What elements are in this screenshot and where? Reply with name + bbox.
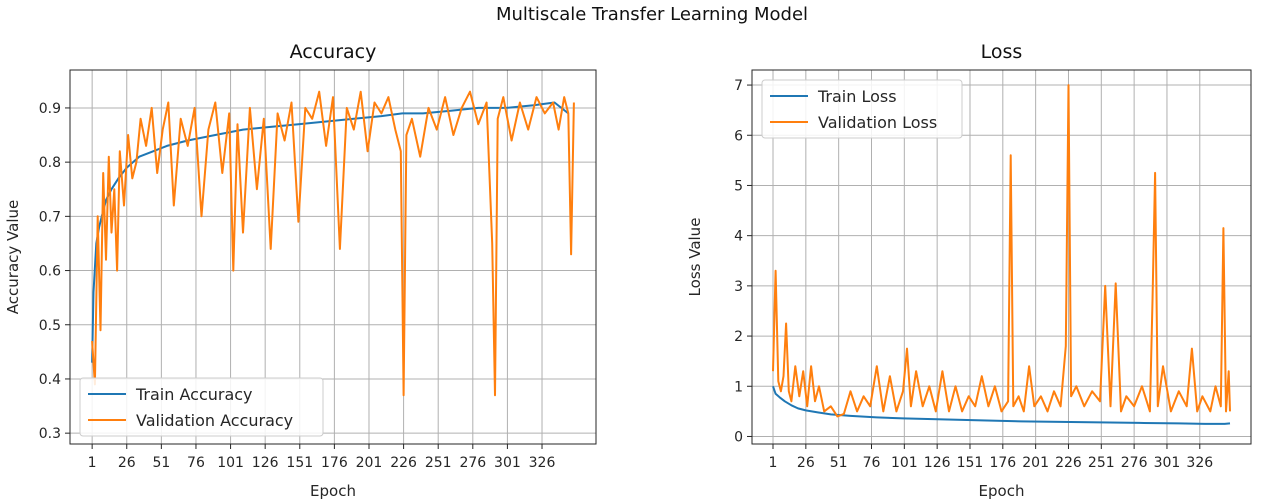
- accuracy-x-tick-label: 226: [390, 455, 417, 471]
- legend-validation-loss-label: Validation Loss: [818, 113, 937, 132]
- accuracy-x-tick-label: 51: [152, 455, 170, 471]
- loss-y-tick-label: 4: [734, 229, 743, 245]
- accuracy-x-tick-label: 101: [217, 455, 244, 471]
- loss-x-tick-label: 51: [830, 455, 848, 471]
- legend-train-loss-label: Train Loss: [817, 87, 897, 106]
- accuracy-x-tick-label: 201: [356, 455, 383, 471]
- accuracy-x-axis-label: Epoch: [310, 482, 356, 500]
- accuracy-chart-title: Accuracy: [290, 41, 377, 63]
- loss-plot-area: 1 26 51 76 101 126 151 176 201 226 251 276 301 326012…: [734, 69, 1252, 471]
- loss-x-tick-label: 251: [1088, 455, 1115, 471]
- loss-validation-loss-line: [772, 84, 1231, 418]
- accuracy-chart: Accuracy Epoch Accuracy Value 1 26 51 76 101…: [4, 41, 597, 500]
- loss-x-tick-label: 126: [924, 455, 951, 471]
- accuracy-y-axis-label: Accuracy Value: [4, 200, 22, 314]
- legend-validation-accuracy-label: Validation Accuracy: [136, 411, 293, 430]
- loss-x-tick-label: 26: [797, 455, 815, 471]
- loss-y-tick-label: 3: [734, 279, 743, 295]
- loss-y-axis-label: Loss Value: [686, 218, 704, 297]
- loss-x-tick-label: 201: [1022, 455, 1049, 471]
- accuracy-y-tick-label: 0.9: [39, 101, 61, 117]
- loss-legend-box: [761, 79, 963, 139]
- accuracy-validation-accuracy-line: [91, 90, 575, 397]
- loss-chart-title: Loss: [981, 41, 1023, 63]
- loss-y-tick-label: 7: [734, 78, 743, 94]
- accuracy-legend: Train Accuracy Validation Accuracy: [79, 377, 324, 437]
- loss-y-tick-label: 5: [734, 178, 743, 194]
- accuracy-axes-frame: [69, 69, 597, 445]
- loss-x-tick-label: 176: [989, 455, 1016, 471]
- accuracy-y-tick-label: 0.3: [39, 426, 61, 442]
- loss-x-tick-label: 301: [1154, 455, 1181, 471]
- loss-x-tick-label: 101: [891, 455, 918, 471]
- loss-y-tick-label: 6: [734, 128, 743, 144]
- accuracy-x-tick-label: 326: [529, 455, 556, 471]
- accuracy-x-tick-label: 151: [286, 455, 313, 471]
- accuracy-x-tick-label: 276: [459, 455, 486, 471]
- loss-x-tick-label: 1: [769, 455, 778, 471]
- accuracy-x-tick-label: 1: [88, 455, 97, 471]
- loss-x-tick-label: 326: [1186, 455, 1213, 471]
- accuracy-x-tick-label: 126: [252, 455, 279, 471]
- loss-legend: Train Loss Validation Loss: [761, 79, 963, 139]
- loss-y-tick-label: 2: [734, 329, 743, 345]
- figure-suptitle: Multiscale Transfer Learning Model: [496, 4, 808, 25]
- loss-axes-frame: [751, 69, 1252, 445]
- loss-x-tick-label: 151: [957, 455, 984, 471]
- loss-x-tick-label: 76: [863, 455, 881, 471]
- accuracy-x-tick-label: 176: [321, 455, 348, 471]
- accuracy-y-tick-label: 0.7: [39, 209, 61, 225]
- accuracy-x-tick-label: 301: [494, 455, 521, 471]
- accuracy-legend-box: [79, 377, 324, 437]
- accuracy-y-tick-label: 0.5: [39, 318, 61, 334]
- loss-chart: Loss Epoch Loss Value 1 26 51 76 101 126 151 17…: [686, 41, 1252, 500]
- loss-x-tick-label: 276: [1121, 455, 1148, 471]
- accuracy-y-tick-label: 0.8: [39, 155, 61, 171]
- loss-x-axis-label: Epoch: [979, 482, 1025, 500]
- accuracy-x-tick-label: 251: [425, 455, 452, 471]
- accuracy-y-tick-label: 0.6: [39, 264, 61, 280]
- accuracy-x-tick-label: 76: [187, 455, 205, 471]
- loss-y-tick-label: 0: [734, 429, 743, 445]
- legend-train-accuracy-label: Train Accuracy: [135, 385, 253, 404]
- loss-train-loss-line: [772, 385, 1231, 425]
- accuracy-y-tick-label: 0.4: [39, 372, 61, 388]
- loss-x-tick-label: 226: [1055, 455, 1082, 471]
- accuracy-x-tick-label: 26: [118, 455, 136, 471]
- loss-y-tick-label: 1: [734, 379, 743, 395]
